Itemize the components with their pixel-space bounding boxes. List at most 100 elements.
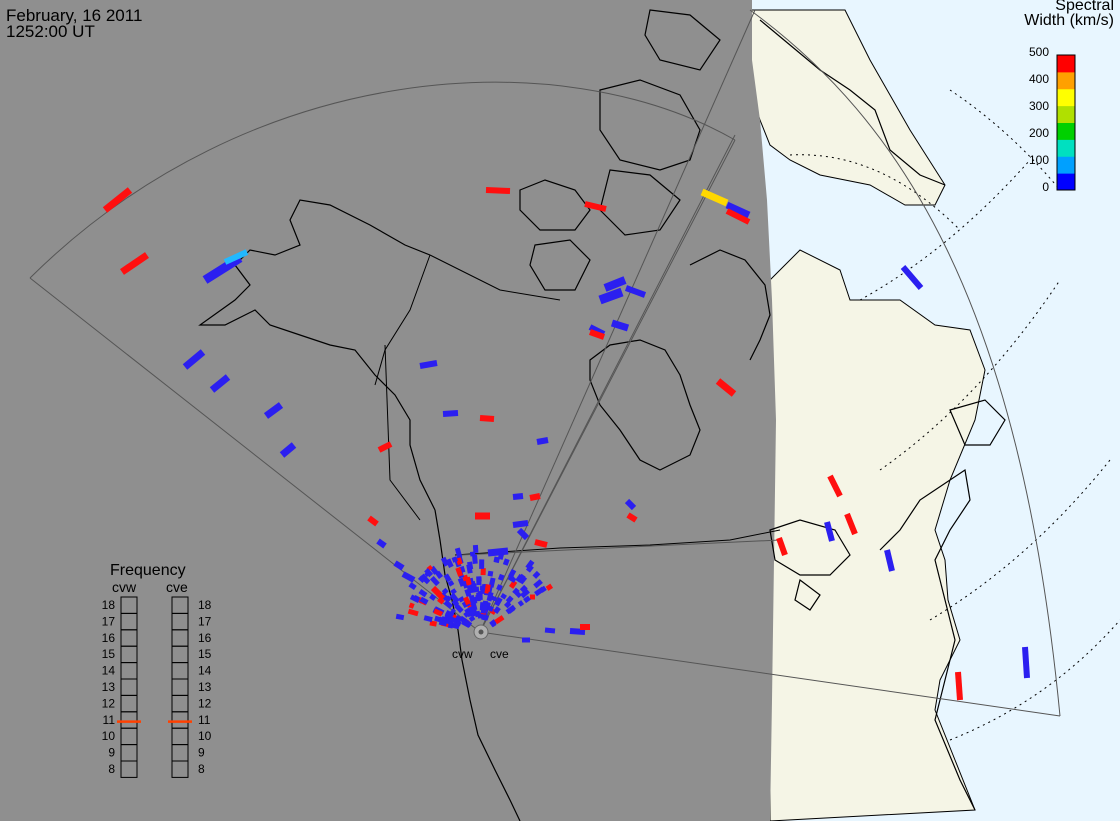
radar-return-cell [508, 568, 517, 579]
radar-return-cell [610, 319, 630, 332]
radar-return-cell [584, 201, 607, 212]
radar-return-cell [503, 601, 512, 609]
radar-return-cell [481, 600, 489, 611]
radar-return-cell [435, 591, 446, 601]
radar-return-cell [466, 584, 474, 592]
radar-return-cell [624, 498, 637, 511]
radar-return-cell [454, 614, 463, 623]
radar-return-cell [458, 596, 465, 603]
radar-return-cell [444, 610, 455, 619]
radar-return-cell [488, 577, 496, 588]
radar-return-cell [603, 276, 627, 292]
frequency-radar-cve: cve [166, 579, 188, 595]
latitude-circles [789, 89, 1120, 741]
radar-return-cell [725, 208, 751, 225]
radar-return-cell [505, 595, 514, 604]
radar-return-cell [715, 378, 737, 397]
radar-return-cell [519, 584, 528, 593]
radar-return-cell [496, 584, 503, 591]
radar-return-cell [182, 349, 206, 370]
colorbar-tick-label: 200 [1029, 126, 1049, 140]
radar-return-cell [407, 608, 419, 617]
radar-return-cell [472, 554, 478, 564]
colorbar-segment [1057, 55, 1075, 73]
radar-return-cell [409, 594, 421, 604]
radar-return-cell [464, 576, 472, 586]
colorbar-title: Spectral Width (km/s) [1024, 0, 1114, 29]
radar-return-cell [393, 560, 405, 571]
colorbar-title-line1: Spectral [1055, 0, 1114, 14]
colorbar-title-line2: Width (km/s) [1024, 12, 1114, 29]
radar-return-cell [588, 329, 606, 340]
radar-return-cell [451, 556, 458, 563]
colorbar-segment [1057, 122, 1075, 140]
radar-return-cell [376, 538, 387, 549]
fov-outline [29, 9, 1061, 717]
radar-return-cell [449, 592, 460, 604]
station-label-cvw: cvw [452, 647, 473, 661]
radar-return-cell [449, 608, 457, 615]
colorbar-tick-label: 400 [1029, 72, 1049, 86]
radar-return-cell [700, 188, 729, 207]
frequency-scale-label: 15 [198, 647, 212, 661]
colorbar-segment [1057, 88, 1075, 107]
radar-return-cell [776, 537, 788, 556]
radar-return-cell [464, 588, 472, 598]
frequency-panel: Frequency cvw cve 18 17 16 15 14 13 12 11 10 9 8 18… [102, 562, 212, 778]
radar-return-cell [367, 515, 379, 527]
frequency-scale-label: 17 [102, 614, 116, 628]
time-label: 1252:00 UT [6, 22, 95, 41]
radar-return-cell [417, 575, 426, 584]
radar-return-cell [423, 615, 433, 623]
radar-return-cell [470, 602, 478, 611]
frequency-scale-label: 13 [198, 680, 212, 694]
radar-return-cell [438, 619, 448, 627]
radar-return-cell [454, 547, 463, 558]
radar-return-cell [497, 573, 505, 581]
radar-return-cell [626, 512, 638, 523]
frequency-scale-label: 18 [102, 598, 116, 612]
frequency-scale-label: 17 [198, 614, 212, 628]
colorbar-segment [1057, 139, 1075, 157]
radar-return-cell [442, 410, 459, 417]
radar-return-cell [468, 605, 477, 615]
radar-return-cell [468, 615, 476, 622]
radar-return-cell [429, 593, 437, 601]
radar-return-cell [424, 568, 434, 578]
radar-return-cell [598, 287, 624, 305]
frequency-scale-label: 18 [198, 598, 212, 612]
radar-return-cell [516, 527, 530, 541]
radar-return-cell [544, 627, 556, 634]
radar-return-cell [523, 595, 531, 604]
radar-return-cell [493, 606, 501, 615]
radar-return-cell [429, 620, 437, 627]
radar-return-cell [844, 512, 858, 536]
radar-return-cell [435, 570, 444, 580]
radar-return-cell [725, 201, 751, 219]
radar-return-cell [445, 618, 454, 626]
radar-return-cell [395, 613, 405, 621]
dayside-land-2 [769, 249, 986, 821]
radar-return-cell [536, 437, 549, 445]
radar-return-cell [408, 602, 415, 609]
frequency-scale-label: 10 [198, 729, 212, 743]
frequency-title: Frequency [110, 562, 186, 579]
radar-return-cell [487, 570, 494, 577]
frequency-scale-label: 16 [102, 631, 116, 645]
radar-return-cell [486, 591, 494, 602]
colorbar-segment [1057, 173, 1075, 191]
frequency-scale-label: 16 [198, 631, 212, 645]
frequency-scale-label: 14 [102, 664, 116, 678]
radar-return-cell [491, 595, 498, 602]
radar-return-cell [461, 619, 471, 629]
radar-return-cell [437, 596, 445, 605]
radar-return-cell [479, 415, 495, 422]
radar-return-cell [455, 557, 463, 566]
frequency-cell [120, 760, 138, 778]
station-label-cve: cve [490, 647, 509, 661]
radar-return-cell [532, 570, 541, 579]
radar-return-cell [419, 360, 438, 369]
radar-return-cell [223, 249, 249, 265]
radar-return-cell [447, 622, 454, 629]
radar-return-cell [529, 493, 541, 501]
